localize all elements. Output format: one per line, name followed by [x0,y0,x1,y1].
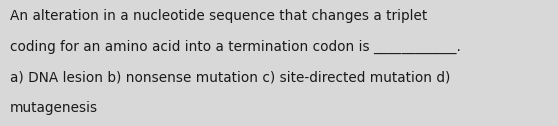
Text: a) DNA lesion b) nonsense mutation c) site-directed mutation d): a) DNA lesion b) nonsense mutation c) si… [10,71,450,85]
Text: coding for an amino acid into a termination codon is ____________.: coding for an amino acid into a terminat… [10,40,461,54]
Text: An alteration in a nucleotide sequence that changes a triplet: An alteration in a nucleotide sequence t… [10,9,427,23]
Text: mutagenesis: mutagenesis [10,101,98,115]
